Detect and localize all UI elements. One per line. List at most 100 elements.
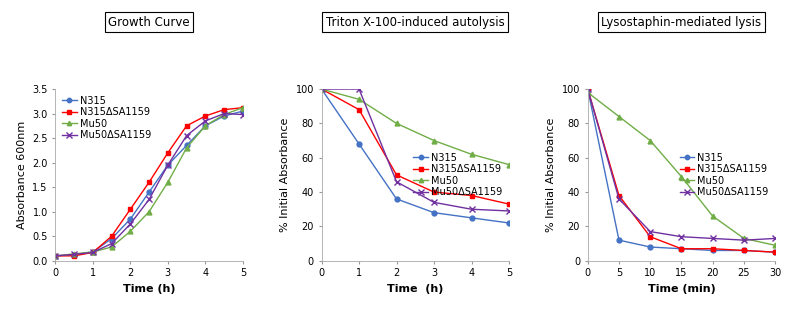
N315ΔSA1159 <box>354 108 364 112</box>
Mu50ΔSA1159 <box>163 163 172 167</box>
N315 <box>317 87 327 91</box>
N315 <box>504 221 513 225</box>
N315ΔSA1159 <box>317 87 327 91</box>
N315ΔSA1159 <box>201 114 210 118</box>
Line: N315: N315 <box>319 86 512 225</box>
N315ΔSA1159 <box>504 202 513 206</box>
Line: Mu50: Mu50 <box>53 105 245 258</box>
N315ΔSA1159 <box>163 151 172 155</box>
Mu50 <box>583 91 592 94</box>
N315ΔSA1159 <box>430 190 439 194</box>
N315ΔSA1159 <box>219 108 229 112</box>
Line: Mu50ΔSA1159: Mu50ΔSA1159 <box>319 86 512 214</box>
Line: Mu50ΔSA1159: Mu50ΔSA1159 <box>52 110 246 259</box>
Mu50 <box>392 121 401 125</box>
N315 <box>144 190 153 194</box>
Line: Mu50: Mu50 <box>319 86 512 167</box>
N315 <box>677 247 687 251</box>
N315 <box>238 109 248 113</box>
N315 <box>51 254 60 258</box>
Mu50 <box>163 180 172 184</box>
X-axis label: Time  (h): Time (h) <box>387 284 444 294</box>
N315 <box>163 163 172 167</box>
Mu50 <box>430 139 439 142</box>
Mu50 <box>317 87 327 91</box>
Mu50ΔSA1159 <box>201 119 210 123</box>
Mu50ΔSA1159 <box>467 207 476 211</box>
Mu50 <box>88 250 97 254</box>
Line: N315ΔSA1159: N315ΔSA1159 <box>585 86 778 255</box>
N315 <box>467 216 476 220</box>
N315 <box>740 249 749 252</box>
N315ΔSA1159 <box>708 247 717 251</box>
N315ΔSA1159 <box>238 106 248 110</box>
N315 <box>70 253 79 257</box>
Mu50ΔSA1159 <box>392 180 401 184</box>
N315 <box>201 124 210 128</box>
Line: N315ΔSA1159: N315ΔSA1159 <box>53 105 245 258</box>
X-axis label: Time (min): Time (min) <box>648 284 715 294</box>
N315 <box>126 217 135 221</box>
Y-axis label: Absorbance 600nm: Absorbance 600nm <box>17 121 27 229</box>
Mu50 <box>70 252 79 256</box>
Mu50 <box>201 124 210 128</box>
Line: Mu50: Mu50 <box>585 90 778 248</box>
N315ΔSA1159 <box>645 235 655 238</box>
Text: Growth Curve: Growth Curve <box>108 16 190 29</box>
Mu50ΔSA1159 <box>770 237 780 240</box>
N315ΔSA1159 <box>740 249 749 252</box>
N315ΔSA1159 <box>583 87 592 91</box>
Mu50ΔSA1159 <box>70 252 79 256</box>
Line: N315ΔSA1159: N315ΔSA1159 <box>319 86 512 206</box>
Mu50ΔSA1159 <box>126 222 135 226</box>
Mu50 <box>107 245 116 249</box>
Mu50ΔSA1159 <box>238 113 248 116</box>
N315ΔSA1159 <box>126 207 135 211</box>
Mu50 <box>740 237 749 240</box>
N315ΔSA1159 <box>677 247 687 251</box>
Line: N315: N315 <box>53 109 245 258</box>
Legend: N315, N315ΔSA1159, Mu50, Mu50ΔSA1159: N315, N315ΔSA1159, Mu50, Mu50ΔSA1159 <box>411 151 504 199</box>
Mu50ΔSA1159 <box>708 237 717 240</box>
Text: Triton X-100-induced autolysis: Triton X-100-induced autolysis <box>326 16 505 29</box>
N315ΔSA1159 <box>770 250 780 254</box>
Mu50ΔSA1159 <box>182 134 191 138</box>
Text: Lysostaphin-mediated lysis: Lysostaphin-mediated lysis <box>601 16 762 29</box>
Mu50ΔSA1159 <box>144 197 153 201</box>
Mu50ΔSA1159 <box>107 242 116 245</box>
Mu50 <box>708 214 717 218</box>
Mu50ΔSA1159 <box>51 254 60 258</box>
N315 <box>88 250 97 254</box>
N315 <box>583 87 592 91</box>
Mu50 <box>354 97 364 101</box>
N315ΔSA1159 <box>88 251 97 254</box>
Mu50ΔSA1159 <box>677 235 687 238</box>
Mu50 <box>219 113 229 116</box>
N315 <box>645 245 655 249</box>
X-axis label: Time (h): Time (h) <box>123 284 176 294</box>
Mu50 <box>467 152 476 156</box>
N315 <box>430 211 439 215</box>
Mu50 <box>144 210 153 214</box>
Y-axis label: % Initial Absorbance: % Initial Absorbance <box>280 118 290 232</box>
Mu50ΔSA1159 <box>219 112 229 115</box>
Mu50ΔSA1159 <box>583 87 592 91</box>
N315 <box>770 250 780 254</box>
N315 <box>615 238 624 242</box>
Legend: N315, N315ΔSA1159, Mu50, Mu50ΔSA1159: N315, N315ΔSA1159, Mu50, Mu50ΔSA1159 <box>60 94 153 142</box>
N315 <box>708 249 717 252</box>
Mu50 <box>238 106 248 110</box>
Mu50 <box>645 139 655 142</box>
N315ΔSA1159 <box>70 254 79 258</box>
Mu50 <box>504 163 513 167</box>
N315ΔSA1159 <box>144 180 153 184</box>
Y-axis label: % Initial Absorbance: % Initial Absorbance <box>546 118 556 232</box>
Mu50ΔSA1159 <box>740 238 749 242</box>
N315 <box>219 114 229 118</box>
Mu50 <box>677 175 687 178</box>
Mu50ΔSA1159 <box>430 200 439 204</box>
Mu50ΔSA1159 <box>615 197 624 201</box>
Mu50ΔSA1159 <box>88 251 97 254</box>
Mu50 <box>770 243 780 247</box>
N315 <box>354 142 364 146</box>
